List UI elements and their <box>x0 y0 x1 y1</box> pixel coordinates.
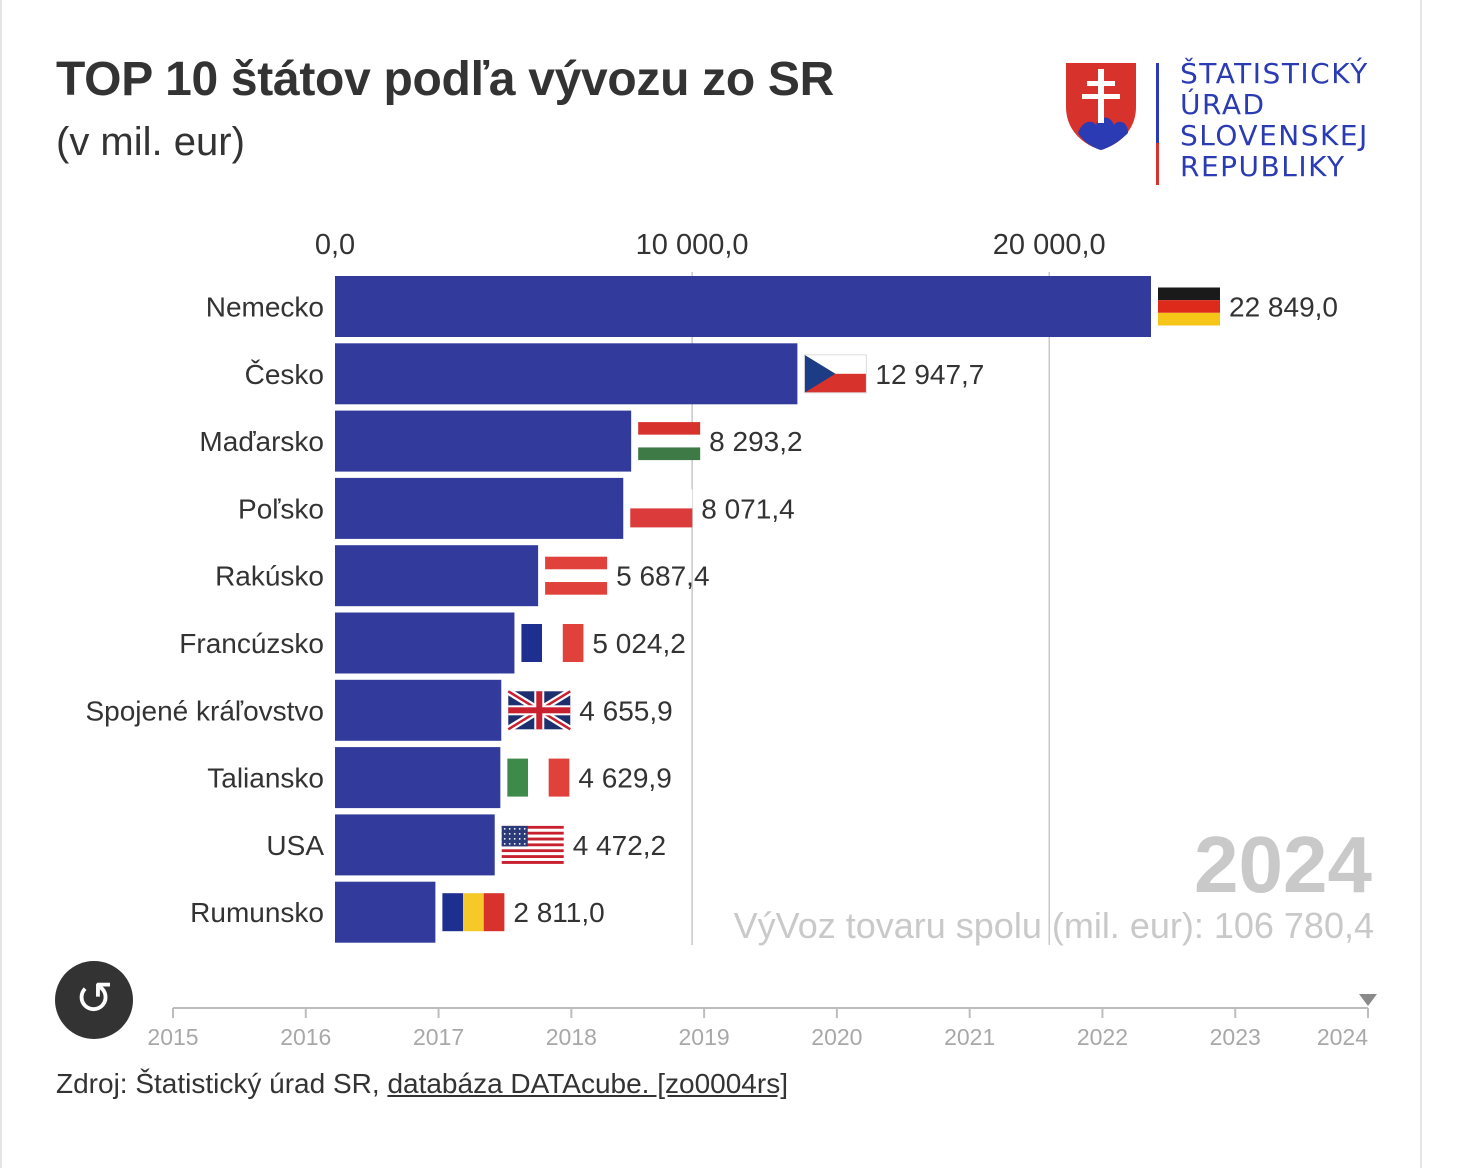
category-label: USA <box>266 830 324 861</box>
logo-line: ŠTATISTICKÝ <box>1180 57 1369 90</box>
bar <box>335 545 539 607</box>
france-flag <box>521 624 584 662</box>
logo-divider-red <box>1156 143 1159 185</box>
poland-flag <box>630 489 693 528</box>
logo-line: SLOVENSKEJ <box>1180 119 1369 152</box>
timeline-year: 2021 <box>944 1024 995 1050</box>
value-label: 8 293,2 <box>709 426 802 457</box>
replay-icon: ↻ <box>74 971 114 1025</box>
category-label: Francúzsko <box>179 628 324 659</box>
value-label: 8 071,4 <box>701 493 794 524</box>
bar <box>335 814 495 876</box>
category-label: Rumunsko <box>190 897 324 928</box>
bar <box>335 679 502 741</box>
logo-line: REPUBLIKY <box>1180 150 1346 183</box>
value-label: 2 811,0 <box>513 897 604 928</box>
bar <box>335 881 436 943</box>
category-label: Maďarsko <box>199 426 324 457</box>
bar <box>335 612 515 674</box>
bar <box>335 410 632 472</box>
value-label: 12 947,7 <box>875 359 984 390</box>
source-note: Zdroj: Štatistický úrad SR, databáza DAT… <box>56 1068 788 1100</box>
category-label: Poľsko <box>238 493 324 524</box>
category-label: Taliansko <box>207 763 324 794</box>
replay-button[interactable]: ↻ <box>55 961 133 1039</box>
value-label: 5 024,2 <box>592 628 685 659</box>
source-link[interactable]: databáza DATAcube. [zo0004rs] <box>387 1068 788 1099</box>
category-label: Rakúsko <box>215 561 324 592</box>
timeline-year: 2019 <box>679 1024 730 1050</box>
category-label: Nemecko <box>206 292 324 323</box>
slovak-coat-of-arms-icon <box>1066 63 1136 150</box>
logo-divider-blue <box>1156 63 1159 145</box>
timeline-year: 2020 <box>811 1024 862 1050</box>
category-label: Česko <box>245 359 324 390</box>
year-label: 2024 <box>1194 820 1372 909</box>
x-tick-label: 10 000,0 <box>636 229 749 261</box>
timeline-year: 2023 <box>1210 1024 1261 1050</box>
value-label: 4 472,2 <box>573 830 666 861</box>
usa-flag <box>501 825 564 864</box>
timeline-year: 2016 <box>280 1024 331 1050</box>
chart-title: TOP 10 štátov podľa vývozu zo SR <box>56 53 834 106</box>
timeline-year: 2018 <box>546 1024 597 1050</box>
austria-flag <box>545 556 608 595</box>
x-tick-label: 20 000,0 <box>993 229 1106 261</box>
value-label: 5 687,4 <box>616 561 709 592</box>
chart-subtitle: (v mil. eur) <box>56 120 245 164</box>
timeline-year: 2017 <box>413 1024 464 1050</box>
germany-flag <box>1158 287 1220 326</box>
statistical-office-logo <box>1066 63 1159 185</box>
italy-flag <box>507 758 570 797</box>
value-label: 4 655,9 <box>579 695 672 726</box>
timeline-year: 2022 <box>1077 1024 1128 1050</box>
value-label: 4 629,9 <box>578 763 671 794</box>
category-label: Spojené kráľovstvo <box>85 695 324 726</box>
bar <box>335 343 798 405</box>
frame-border-left <box>0 0 2 1168</box>
source-prefix: Zdroj: Štatistický úrad SR, <box>56 1068 388 1099</box>
x-tick-label: 0,0 <box>315 229 355 261</box>
value-label: 22 849,0 <box>1229 292 1338 323</box>
hungary-flag <box>638 422 701 461</box>
logo-text: ŠTATISTICKÝ ÚRAD SLOVENSKEJ REPUBLIKY <box>1180 58 1369 182</box>
czech-flag <box>803 354 867 394</box>
timeline-year: 2015 <box>147 1024 198 1050</box>
bar <box>335 747 501 809</box>
timeline-handle[interactable] <box>1359 994 1377 1006</box>
frame-border-right <box>1420 0 1422 1168</box>
logo-line: ÚRAD <box>1180 88 1266 121</box>
bar <box>335 477 624 539</box>
timeline-year: 2024 <box>1317 1024 1368 1050</box>
romania-flag <box>442 893 505 932</box>
total-label: VýVoz tovaru spolu (mil. eur): 106 780,4 <box>734 905 1374 946</box>
bar <box>335 276 1151 337</box>
uk-flag <box>506 688 573 733</box>
